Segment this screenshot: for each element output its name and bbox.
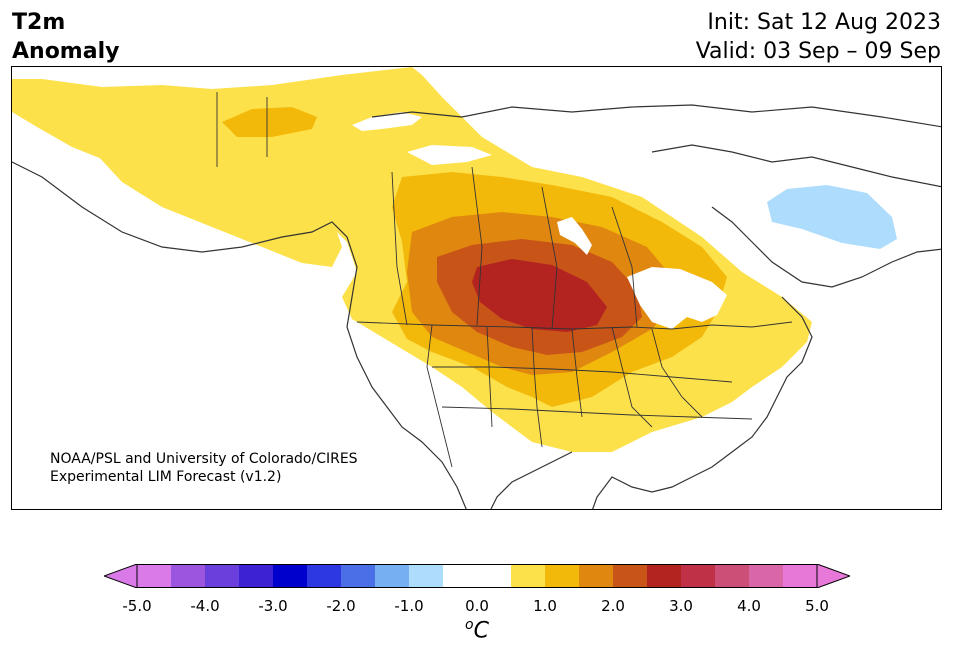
great-bear-lake [407,145,492,165]
colorbar-tick-label: 5.0 [805,597,829,615]
colorbar-tick-label: -5.0 [122,597,152,615]
colorbar-bin [307,564,342,588]
colorbar-tick-label: -3.0 [258,597,288,615]
colorbar-tick-label: 3.0 [669,597,693,615]
colorbar-bin [715,564,750,588]
coastlines [12,104,941,509]
colorbar-bin [613,564,648,588]
anomaly-band-neg-1p0 [767,185,897,249]
colorbar-bin [239,564,274,588]
colorbar-tick-label: 2.0 [601,597,625,615]
colorbar-extend-min [104,564,138,588]
great-slave-lake [352,112,422,131]
colorbar-outline [136,564,818,588]
colorbar-bin [511,564,546,588]
political-borders [216,92,793,468]
colorbar-unit-label: oC [462,617,492,643]
colorbar-bin [443,564,478,588]
colorbar-bin [341,564,376,588]
credit-line-2: Experimental LIM Forecast (v1.2) [50,469,282,485]
colorbar-tick-label: -2.0 [326,597,356,615]
colorbar-extend-max [816,564,850,588]
anomaly-map: NOAA/PSL and University of Colorado/CIRE… [11,66,942,510]
colorbar-bin [545,564,580,588]
colorbar-bin [375,564,410,588]
colorbar-tick-label: -4.0 [190,597,220,615]
colorbar-bin [137,564,172,588]
init-date: Init: Sat 12 Aug 2023 [707,10,941,35]
colorbar-bin [409,564,444,588]
colorbar-bin [579,564,614,588]
colorbar [104,564,850,588]
map-canvas [12,67,941,509]
anomaly-band-1p0-bc [222,107,317,137]
colorbar-bin [749,564,784,588]
colorbar-bin [681,564,716,588]
map-title: T2m Anomaly [12,8,119,66]
colorbar-bin [477,564,512,588]
credit-text: NOAA/PSL and University of Colorado/CIRE… [50,450,358,486]
colorbar-tick-label: 1.0 [533,597,557,615]
colorbar-tick-label: 0.0 [465,597,489,615]
colorbar-bin [647,564,682,588]
variable-label: T2m [12,10,66,35]
anomaly-band-0p5-yukon [97,142,342,267]
valid-range: Valid: 03 Sep – 09 Sep [695,39,941,64]
lake-winnipeg [557,217,592,255]
great-lakes [627,267,727,329]
colorbar-tick-label: -1.0 [394,597,424,615]
colorbar-unit-degree: o [465,617,474,633]
colorbar-tick-label: 4.0 [737,597,761,615]
colorbar-bin [171,564,206,588]
colorbar-bin [205,564,240,588]
credit-line-1: NOAA/PSL and University of Colorado/CIRE… [50,451,358,467]
colorbar-bin [273,564,308,588]
colorbar-bin [783,564,818,588]
anomaly-band-2p5 [472,259,607,332]
metric-label: Anomaly [12,39,120,64]
colorbar-unit: C [473,618,489,644]
forecast-dates: Init: Sat 12 Aug 2023 Valid: 03 Sep – 09… [696,8,941,66]
